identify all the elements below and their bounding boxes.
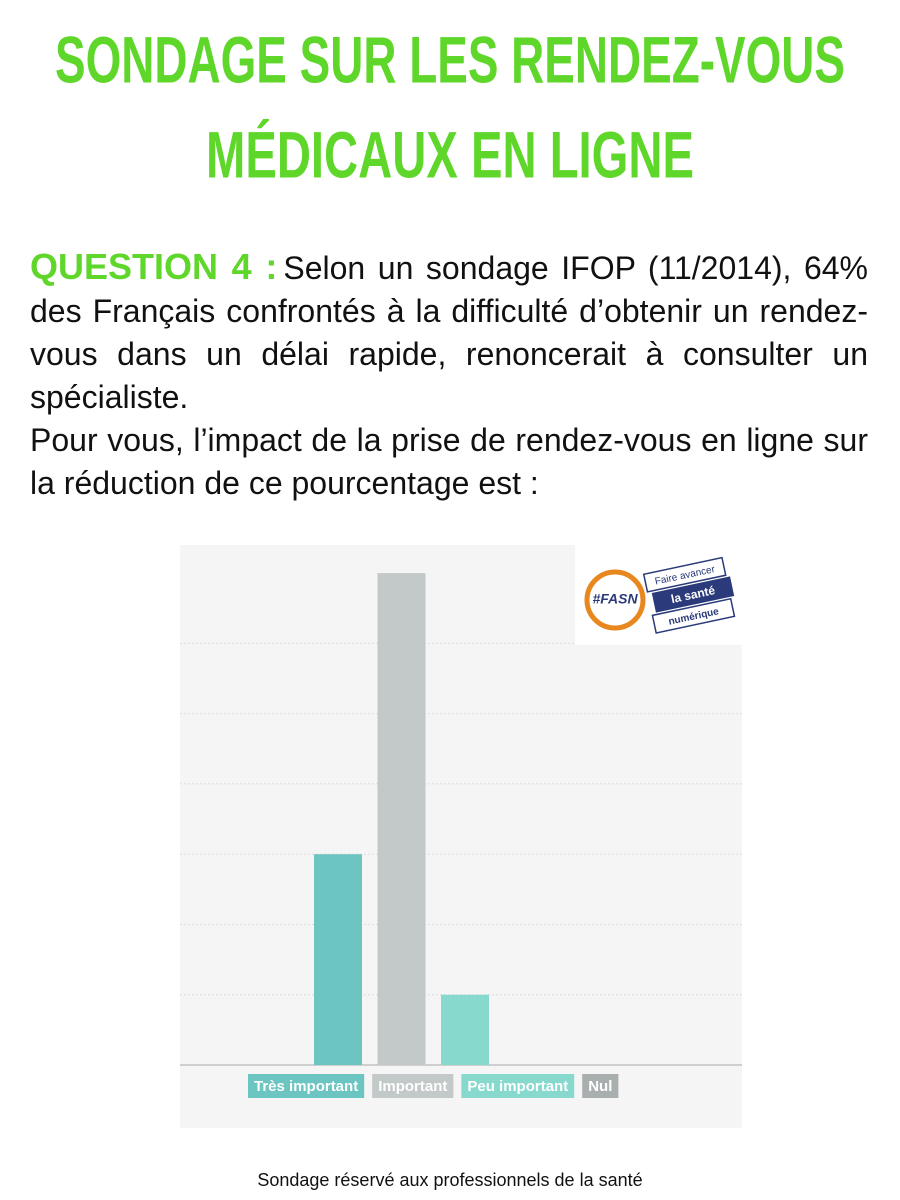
question: QUESTION 4 : Selon un sondage IFOP (11/20… xyxy=(30,245,868,505)
logo-ring xyxy=(584,569,646,631)
category-box xyxy=(461,1074,575,1098)
footer: Sondage réservé aux professionnels de la… xyxy=(257,1170,642,1190)
category-box xyxy=(372,1074,454,1098)
x-tick-label: Nul xyxy=(588,1078,612,1095)
category-box xyxy=(248,1074,365,1098)
logo-tag xyxy=(642,556,727,593)
logo-tag xyxy=(651,597,736,634)
title-line: MÉDICAUX EN LIGNE xyxy=(206,117,694,191)
bar xyxy=(314,854,362,1065)
bar xyxy=(441,994,489,1065)
x-tick-label: Important xyxy=(378,1078,447,1095)
category-box xyxy=(582,1074,619,1098)
x-tick-label: Peu important xyxy=(467,1078,568,1095)
question-paragraph: Pour vous, l’impact de la prise de rende… xyxy=(30,419,868,505)
x-tick-label: Très important xyxy=(254,1078,358,1095)
plot: Très important Important Peu important Nul xyxy=(180,573,742,1098)
title-line: SONDAGE SUR LES RENDEZ-VOUS xyxy=(55,22,845,96)
question-paragraph: QUESTION 4 : Selon un sondage IFOP (11/20… xyxy=(30,245,868,419)
bar xyxy=(377,573,426,1065)
question-text: Selon un sondage IFOP (11/2014), 64% des… xyxy=(30,250,869,415)
question-text: Pour vous, l’impact de la prise de rende… xyxy=(30,422,868,501)
logo-tag xyxy=(651,576,735,613)
logo-mark: #FASN xyxy=(592,591,638,607)
question-label: QUESTION 4 : xyxy=(30,246,278,287)
